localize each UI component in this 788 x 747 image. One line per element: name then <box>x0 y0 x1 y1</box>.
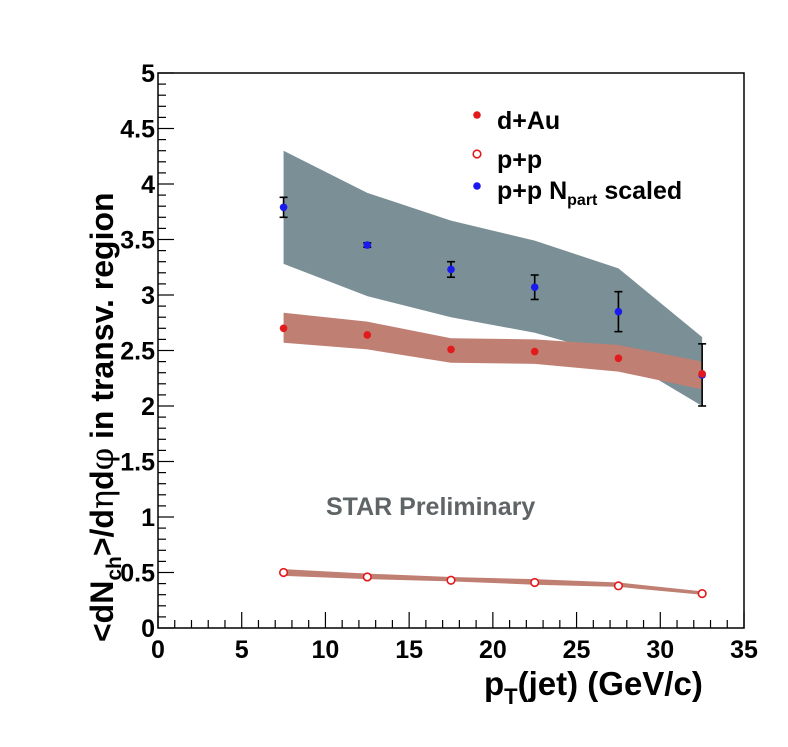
y-axis-ticks: 0 0.5 1 1.5 2 2.5 3 3.5 4 4.5 5 <box>120 60 174 643</box>
data-point-series-1 <box>279 324 288 333</box>
data-point-series-2 <box>278 567 289 578</box>
legend-marker-dau <box>473 111 481 119</box>
y-tick-label: 1.5 <box>120 449 155 477</box>
y-tick-label: 4 <box>141 171 155 199</box>
x-tick-label: 15 <box>395 636 423 664</box>
data-point-series-2 <box>530 577 540 588</box>
data-point-series-1 <box>614 354 623 363</box>
x-tick-label: 0 <box>151 636 165 664</box>
y-tick-label: 4.5 <box>120 116 155 144</box>
band-0 <box>283 150 703 406</box>
legend: d+Au p+p p+p Npart scaled <box>472 107 682 209</box>
y-axis-title: <dNch>/dηdφ in transv. region <box>83 192 126 642</box>
x-axis-title: pT(jet) (GeV/c) <box>484 665 703 709</box>
legend-marker-pp <box>472 149 482 159</box>
legend-marker-pp-npart <box>473 182 481 190</box>
y-tick-label: 5 <box>141 60 155 88</box>
data-point-series-0 <box>614 307 623 316</box>
data-point-series-1 <box>447 345 455 354</box>
y-tick-label: 2 <box>141 393 155 421</box>
data-point-series-1 <box>530 347 539 356</box>
y-tick-label: 0.5 <box>120 560 155 588</box>
y-tick-label: 0 <box>141 615 155 643</box>
data-point-series-2 <box>362 572 372 582</box>
data-point-series-1 <box>363 331 372 339</box>
y-tick-label: 3.5 <box>120 227 155 255</box>
data-point-series-0 <box>447 265 455 274</box>
x-tick-label: 30 <box>646 636 674 664</box>
data-point-series-0 <box>279 203 288 212</box>
legend-label-dau: d+Au <box>497 107 560 135</box>
x-tick-label: 10 <box>312 636 340 664</box>
band-1 <box>283 312 703 390</box>
x-tick-label: 20 <box>479 636 507 664</box>
legend-label-pp: p+p <box>497 146 542 174</box>
data-point-series-2 <box>613 581 624 591</box>
data-point-series-2 <box>697 588 707 599</box>
data-points <box>278 203 707 599</box>
x-axis-ticks: 0 5 10 15 20 25 30 35 <box>151 612 758 664</box>
data-point-series-1 <box>698 370 706 378</box>
y-tick-label: 3 <box>141 282 155 310</box>
x-tick-label: 25 <box>563 636 591 664</box>
data-point-series-0 <box>363 241 372 249</box>
y-tick-label: 2.5 <box>120 338 155 366</box>
systematic-bands <box>283 150 703 595</box>
y-tick-label: 1 <box>141 504 155 532</box>
x-tick-label: 35 <box>730 636 758 664</box>
x-tick-label: 5 <box>235 636 249 664</box>
data-point-series-0 <box>530 283 539 292</box>
data-point-series-2 <box>446 575 456 585</box>
band-2 <box>283 569 703 595</box>
star-preliminary-label: STAR Preliminary <box>326 493 535 521</box>
legend-label-pp-npart: p+p Npart scaled <box>497 177 682 209</box>
